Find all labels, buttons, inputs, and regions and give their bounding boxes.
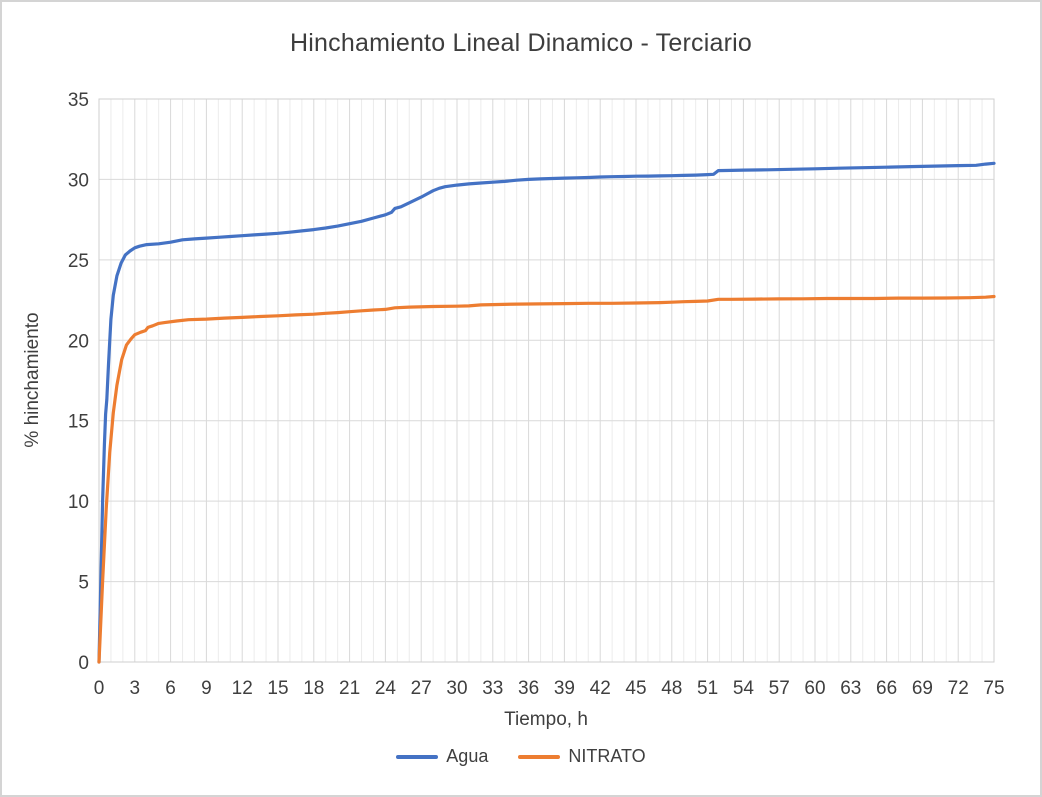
x-tick-label-45: 45 <box>625 678 646 699</box>
x-tick-label-18: 18 <box>303 678 324 699</box>
y-tick-label-30: 30 <box>68 170 89 191</box>
x-tick-label-48: 48 <box>661 678 682 699</box>
agua-line-swatch <box>396 754 439 759</box>
x-tick-label-75: 75 <box>983 678 1004 699</box>
x-tick-label-0: 0 <box>94 678 105 699</box>
y-tick-label-15: 15 <box>68 412 89 433</box>
y-tick-label-10: 10 <box>68 492 89 513</box>
y-axis-title: % hinchamiento <box>22 312 43 447</box>
x-tick-label-12: 12 <box>232 678 253 699</box>
x-tick-label-30: 30 <box>446 678 467 699</box>
series-lines <box>97 161 996 664</box>
legend-item-agua: Agua <box>396 746 488 767</box>
y-tick-label-20: 20 <box>68 331 89 352</box>
y-tick-label-35: 35 <box>68 90 89 111</box>
x-tick-label-51: 51 <box>697 678 718 699</box>
minor-gridlines <box>110 99 983 662</box>
x-tick-label-21: 21 <box>339 678 360 699</box>
x-tick-label-3: 3 <box>130 678 141 699</box>
series-line-agua <box>97 161 996 664</box>
x-tick-label-66: 66 <box>876 678 897 699</box>
x-tick-label-60: 60 <box>804 678 825 699</box>
legend-label-nitrato: NITRATO <box>568 746 646 766</box>
major-gridlines <box>98 99 995 662</box>
series-line-nitrato <box>97 294 996 664</box>
x-tick-label-36: 36 <box>518 678 539 699</box>
x-tick-label-33: 33 <box>482 678 503 699</box>
legend-label-agua: Agua <box>446 746 489 766</box>
y-tick-label-25: 25 <box>68 251 89 272</box>
x-tick-label-6: 6 <box>165 678 176 699</box>
x-tick-label-42: 42 <box>590 678 611 699</box>
x-tick-label-69: 69 <box>912 678 933 699</box>
x-tick-label-54: 54 <box>733 678 755 699</box>
x-tick-label-15: 15 <box>267 678 288 699</box>
x-tick-label-9: 9 <box>201 678 212 699</box>
legend: Agua NITRATO <box>2 746 1040 767</box>
x-axis-title: Tiempo, h <box>504 709 588 730</box>
legend-item-nitrato: NITRATO <box>518 746 646 767</box>
y-axis-tick-labels: 0 5 10 15 20 25 30 35 <box>68 90 89 674</box>
x-tick-label-27: 27 <box>411 678 432 699</box>
x-axis-tick-labels: 0 3 6 9 12 15 18 21 24 27 30 33 36 39 42 45 48 51 54 57 60 63… <box>94 678 1005 699</box>
x-tick-label-57: 57 <box>769 678 790 699</box>
x-tick-label-72: 72 <box>948 678 969 699</box>
chart-title: Hinchamiento Lineal Dinamico - Terciario <box>290 29 752 57</box>
y-tick-label-0: 0 <box>78 653 89 674</box>
x-tick-label-39: 39 <box>554 678 575 699</box>
y-tick-label-5: 5 <box>78 573 89 594</box>
plot-area-border <box>98 98 995 663</box>
nitrato-line-swatch <box>518 754 561 759</box>
x-tick-label-24: 24 <box>375 678 397 699</box>
x-tick-label-63: 63 <box>840 678 861 699</box>
